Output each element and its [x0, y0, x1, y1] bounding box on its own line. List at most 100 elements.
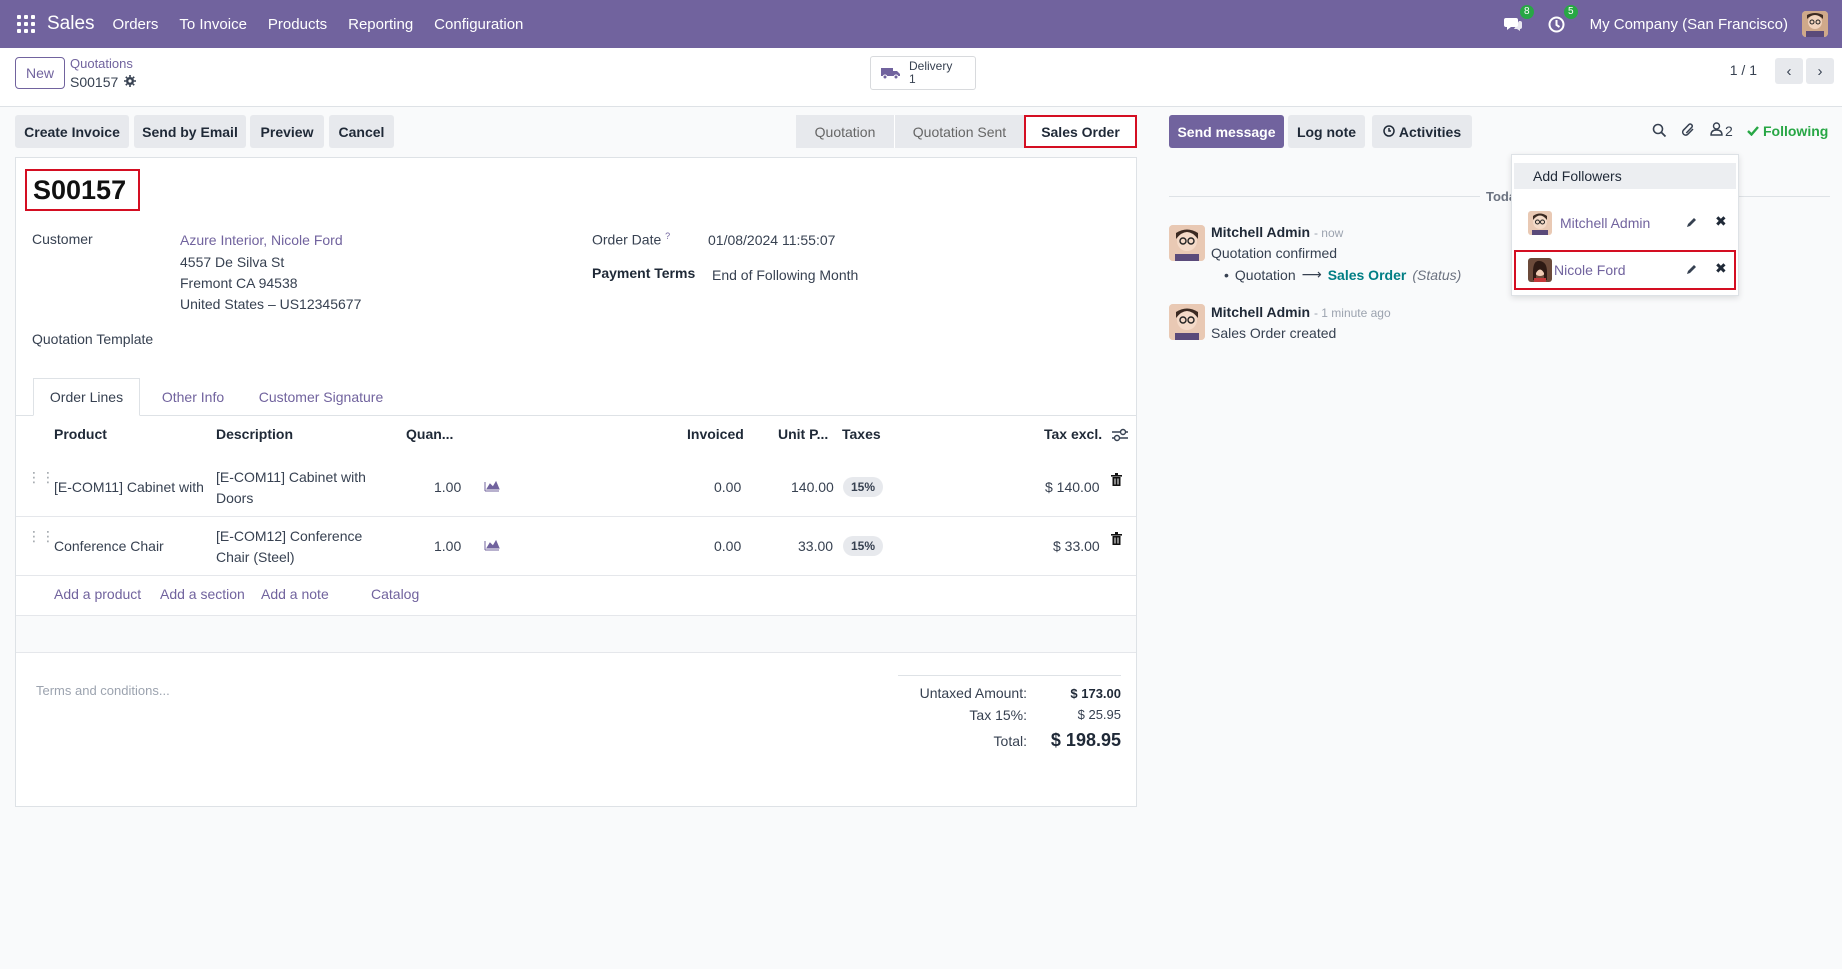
gear-icon[interactable]: [124, 74, 137, 90]
tab-customer-signature[interactable]: Customer Signature: [258, 389, 384, 405]
pencil-icon[interactable]: [1686, 262, 1698, 279]
follower-item[interactable]: Mitchell Admin ✖: [1512, 203, 1738, 243]
pager-value[interactable]: 1 / 1: [1729, 62, 1757, 78]
remove-follower-icon[interactable]: ✖: [1715, 213, 1727, 229]
search-icon[interactable]: [1652, 123, 1667, 142]
line-invoiced[interactable]: 0.00: [714, 538, 742, 554]
cancel-button[interactable]: Cancel: [329, 115, 394, 148]
follower-item-highlighted[interactable]: Nicole Ford ✖: [1514, 250, 1736, 290]
company-switcher[interactable]: My Company (San Francisco): [1589, 15, 1788, 33]
send-by-email-button[interactable]: Send by Email: [134, 115, 246, 148]
status-quotation[interactable]: Quotation: [796, 115, 894, 148]
catalog-link[interactable]: Catalog: [371, 586, 420, 602]
followers-button[interactable]: 2: [1710, 122, 1733, 139]
menu-to-invoice[interactable]: To Invoice: [179, 15, 247, 33]
table-row[interactable]: ⋮⋮ Conference Chair [E-COM12] Conference…: [16, 518, 1136, 576]
tab-order-lines[interactable]: Order Lines: [33, 378, 140, 416]
author-avatar[interactable]: [1169, 304, 1205, 340]
delivery-smart-button[interactable]: Delivery 1: [870, 56, 976, 90]
forecast-chart-icon[interactable]: [484, 538, 500, 554]
new-button[interactable]: New: [15, 57, 65, 89]
status-quotation-sent[interactable]: Quotation Sent: [894, 115, 1024, 148]
apps-menu-icon[interactable]: [17, 15, 35, 33]
add-followers-item[interactable]: Add Followers: [1514, 163, 1736, 189]
message-body: Quotation confirmed: [1211, 245, 1338, 261]
order-date-value[interactable]: 01/08/2024 11:55:07: [708, 232, 836, 248]
follower-name[interactable]: Nicole Ford: [1554, 262, 1626, 278]
col-invoiced[interactable]: Invoiced: [687, 426, 744, 442]
add-product-link[interactable]: Add a product: [54, 586, 142, 602]
app-name[interactable]: Sales: [47, 13, 95, 34]
add-note-link[interactable]: Add a note: [261, 586, 329, 602]
line-product[interactable]: [E-COM11] Cabinet with: [54, 479, 204, 495]
col-product[interactable]: Product: [54, 426, 107, 442]
menu-reporting[interactable]: Reporting: [348, 15, 414, 33]
line-unit-price[interactable]: 33.00: [798, 538, 834, 554]
line-description-2[interactable]: Chair (Steel): [216, 549, 295, 565]
tab-other-info[interactable]: Other Info: [161, 389, 225, 405]
activities-button[interactable]: Activities: [1372, 115, 1472, 148]
delivery-count: 1: [909, 72, 916, 86]
customer-label: Customer: [32, 231, 93, 247]
line-description-2[interactable]: Doors: [216, 490, 254, 506]
line-quantity[interactable]: 1.00: [434, 479, 462, 495]
message-author[interactable]: Mitchell Admin: [1211, 224, 1311, 240]
col-subtotal[interactable]: Tax excl.: [1044, 426, 1103, 442]
payment-terms-value[interactable]: End of Following Month: [712, 267, 859, 283]
col-unit-price[interactable]: Unit P...: [778, 426, 829, 442]
add-section-link[interactable]: Add a section: [160, 586, 245, 602]
trash-icon[interactable]: [1111, 473, 1122, 489]
optional-columns-icon[interactable]: [1112, 428, 1128, 446]
customer-link[interactable]: Azure Interior, Nicole Ford: [180, 232, 343, 248]
line-tax-badge[interactable]: 15%: [843, 536, 884, 556]
untaxed-amount-value: $ 173.00: [1070, 686, 1121, 701]
pager-next-button[interactable]: ›: [1806, 58, 1834, 84]
messages-icon[interactable]: 8: [1502, 5, 1534, 35]
message-author[interactable]: Mitchell Admin: [1211, 304, 1311, 320]
menu-orders[interactable]: Orders: [112, 15, 159, 33]
author-avatar[interactable]: [1169, 225, 1205, 261]
status-sales-order[interactable]: Sales Order: [1024, 115, 1137, 148]
line-quantity[interactable]: 1.00: [434, 538, 462, 554]
breadcrumb-quotations[interactable]: Quotations: [70, 56, 133, 71]
send-message-button[interactable]: Send message: [1169, 115, 1284, 148]
remove-follower-icon[interactable]: ✖: [1715, 260, 1727, 276]
payment-terms-label: Payment Terms: [592, 265, 696, 281]
line-product[interactable]: Conference Chair: [54, 538, 164, 554]
user-avatar[interactable]: [1802, 11, 1828, 37]
follower-name[interactable]: Mitchell Admin: [1560, 215, 1651, 231]
create-invoice-button[interactable]: Create Invoice: [15, 115, 129, 148]
following-button[interactable]: Following: [1747, 123, 1828, 139]
line-description-1[interactable]: [E-COM12] Conference: [216, 528, 363, 544]
col-taxes[interactable]: Taxes: [842, 426, 881, 442]
table-row[interactable]: ⋮⋮ [E-COM11] Cabinet with [E-COM11] Cabi…: [16, 459, 1136, 517]
preview-button[interactable]: Preview: [250, 115, 324, 148]
totals-separator: [898, 675, 1121, 676]
chevron-left-icon: ‹: [1786, 62, 1792, 80]
activities-clock-icon[interactable]: 5: [1546, 5, 1578, 35]
line-invoiced[interactable]: 0.00: [714, 479, 742, 495]
paperclip-icon[interactable]: [1681, 122, 1696, 142]
menu-products[interactable]: Products: [267, 15, 328, 33]
message-header: Mitchell Admin - now: [1211, 224, 1343, 240]
help-tooltip-icon[interactable]: ?: [665, 231, 671, 241]
line-tax-badge[interactable]: 15%: [843, 477, 884, 497]
col-quantity[interactable]: Quan...: [406, 426, 454, 442]
forecast-chart-icon[interactable]: [484, 479, 500, 495]
order-date-label-text: Order Date: [592, 231, 662, 248]
drag-handle-icon[interactable]: ⋮⋮: [27, 469, 55, 485]
pencil-icon[interactable]: [1686, 215, 1698, 232]
menu-configuration[interactable]: Configuration: [434, 15, 524, 33]
pager-previous-button[interactable]: ‹: [1775, 58, 1803, 84]
followers-count: 2: [1725, 122, 1733, 139]
tracking-field: (Status): [1412, 266, 1462, 283]
line-description-1[interactable]: [E-COM11] Cabinet with: [216, 469, 366, 485]
line-unit-price[interactable]: 140.00: [791, 479, 834, 495]
line-subtotal: $ 33.00: [1053, 538, 1100, 554]
col-description[interactable]: Description: [216, 426, 294, 442]
chevron-right-icon: ›: [1817, 62, 1823, 80]
log-note-button[interactable]: Log note: [1288, 115, 1365, 148]
drag-handle-icon[interactable]: ⋮⋮: [27, 528, 55, 544]
terms-conditions-field[interactable]: Terms and conditions...: [36, 683, 170, 698]
trash-icon[interactable]: [1111, 532, 1122, 548]
